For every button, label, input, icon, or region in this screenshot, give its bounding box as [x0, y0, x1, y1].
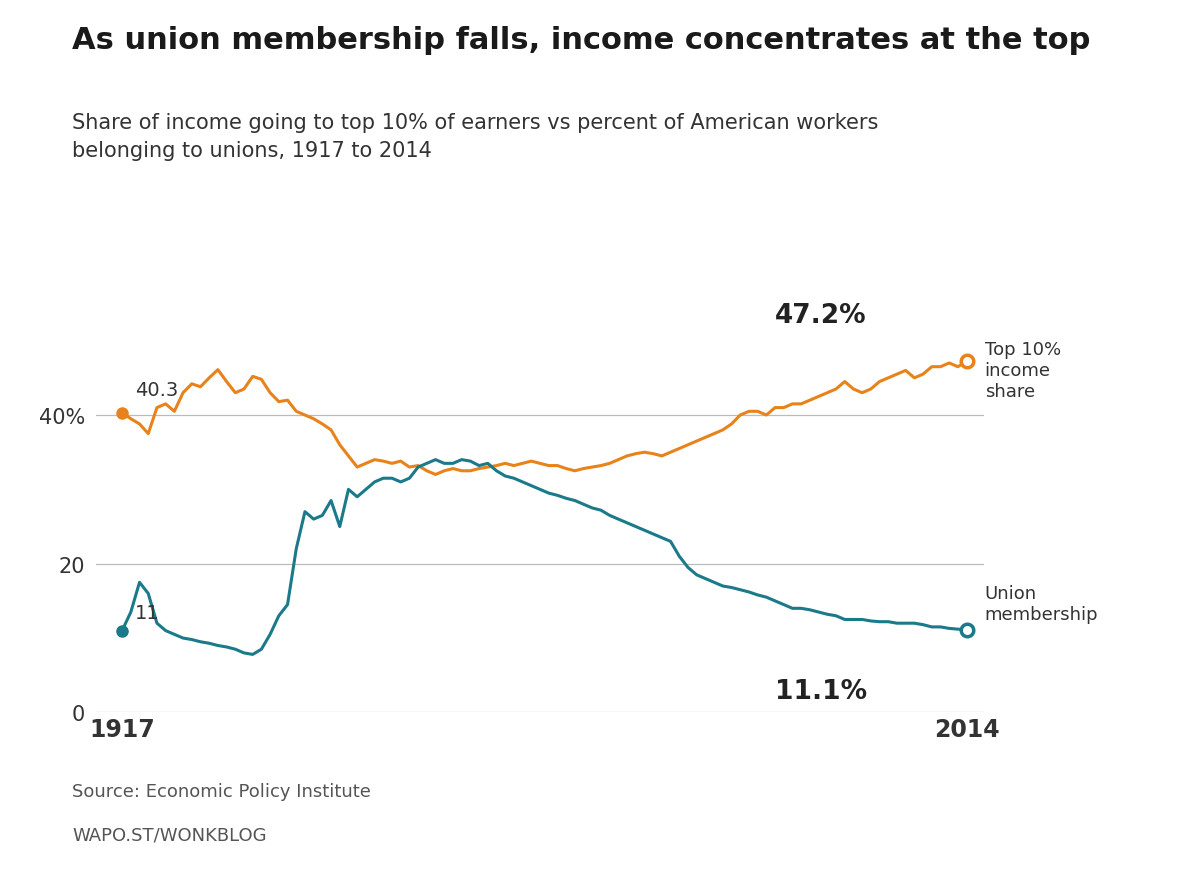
Text: As union membership falls, income concentrates at the top: As union membership falls, income concen…	[72, 26, 1091, 55]
Text: 11: 11	[136, 603, 160, 622]
Text: Top 10%
income
share: Top 10% income share	[984, 341, 1061, 401]
Text: 40.3: 40.3	[136, 381, 179, 400]
Text: Union
membership: Union membership	[984, 585, 1098, 623]
Text: 47.2%: 47.2%	[775, 302, 866, 328]
Text: 11.1%: 11.1%	[775, 679, 868, 705]
Text: Source: Economic Policy Institute: Source: Economic Policy Institute	[72, 782, 371, 800]
Text: WAPO.ST/WONKBLOG: WAPO.ST/WONKBLOG	[72, 826, 266, 844]
Text: Share of income going to top 10% of earners vs percent of American workers
belon: Share of income going to top 10% of earn…	[72, 113, 878, 161]
